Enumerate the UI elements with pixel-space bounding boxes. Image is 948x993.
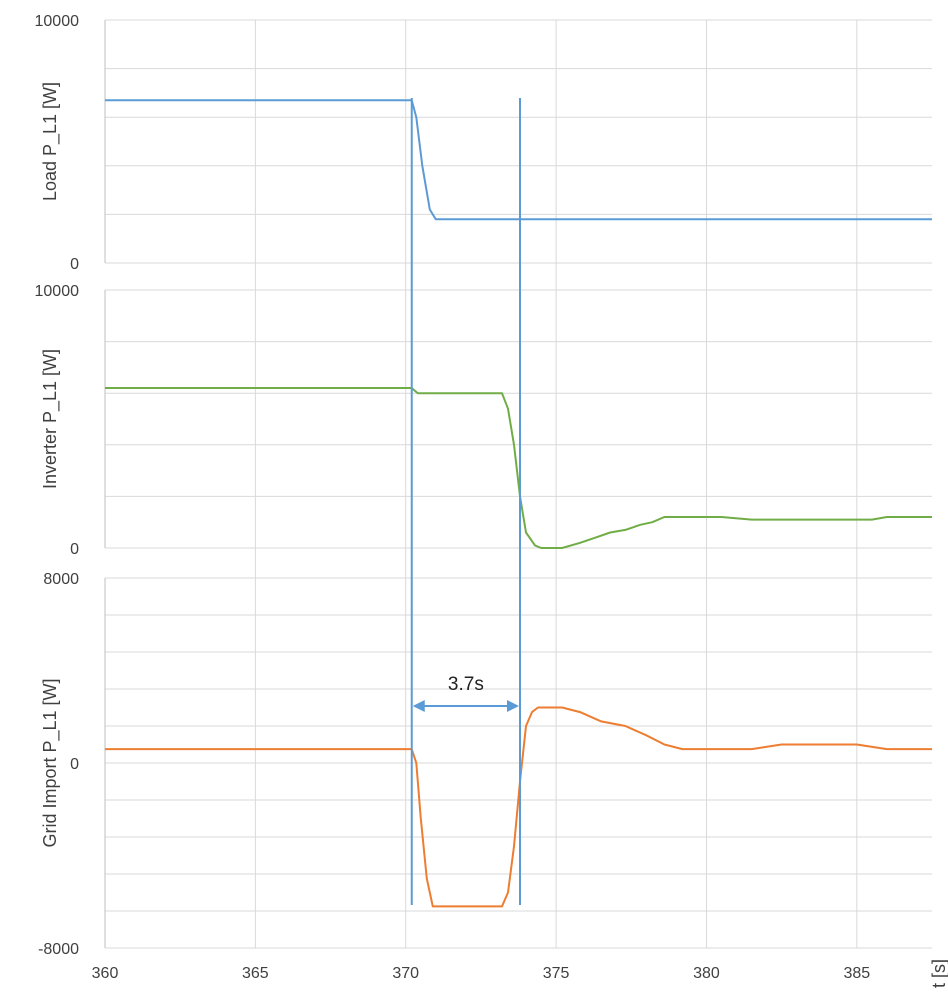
x-tick-label: 360 [92, 965, 119, 982]
y-axis-label: Grid Import P_L1 [W] [40, 678, 61, 847]
annotation: 3.7s [412, 674, 520, 712]
series-line-3 [105, 706, 932, 908]
time-markers [410, 98, 522, 905]
y-tick-label: -8000 [38, 941, 79, 958]
y-tick-label: 8000 [43, 571, 79, 588]
delay-arrow-head-left [412, 700, 425, 712]
gridlines [105, 19, 932, 949]
x-tick-label: 385 [843, 965, 870, 982]
x-tick-label: 375 [543, 965, 570, 982]
y-axis-label: Load P_L1 [W] [40, 82, 61, 201]
y-axis-label: Inverter P_L1 [W] [40, 349, 61, 489]
y-tick-label: 10000 [35, 283, 80, 300]
y-tick-label: 10000 [35, 13, 80, 30]
tick-labels: 360 365 370 375 380 385 10000 0 Load P_L1 [W] 100… [35, 13, 871, 982]
x-tick-label: 365 [242, 965, 269, 982]
x-tick-label: 380 [693, 965, 720, 982]
y-tick-label: 0 [70, 756, 79, 773]
y-tick-label: 0 [70, 541, 79, 558]
delay-annotation-label: 3.7s [448, 674, 484, 695]
series-line-1 [105, 99, 932, 221]
series-line-2 [105, 387, 932, 549]
y-tick-label: 0 [70, 256, 79, 273]
delay-arrow-head-right [507, 700, 520, 712]
x-tick-label: 370 [392, 965, 419, 982]
series-lines [105, 99, 932, 908]
x-axis-label: t [s] [929, 959, 948, 988]
